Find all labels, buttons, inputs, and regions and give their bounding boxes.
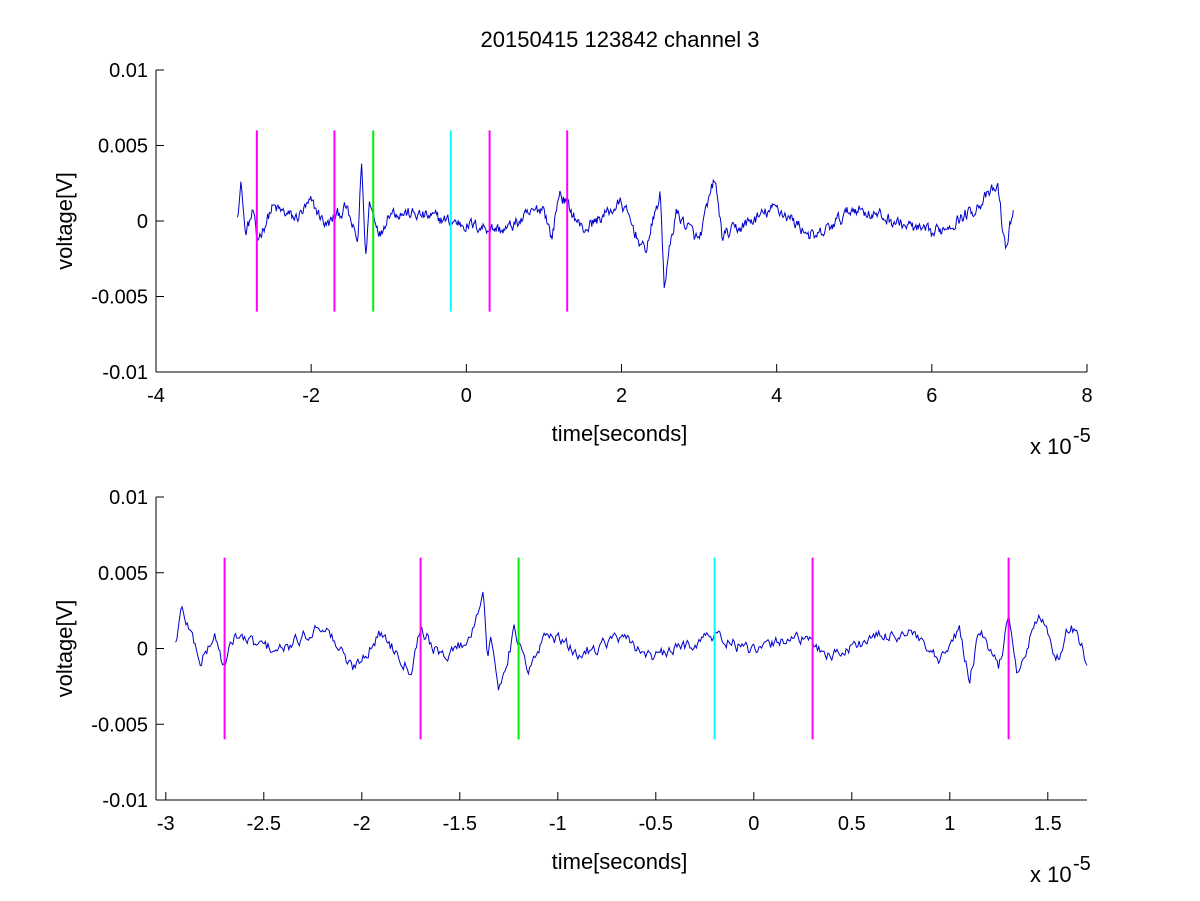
top-x-exponent-power: -5 [1073,425,1091,447]
bottom-x-tick-label: -0.5 [639,813,673,835]
bottom-y-tick-label: -0.005 [91,714,148,736]
top-x-tick-label: 6 [926,385,937,407]
top-y-tick-label: 0.01 [109,60,148,82]
bottom-x-tick-label: -2 [353,813,371,835]
top-y-tick-label: -0.005 [91,287,148,309]
bottom-voltage-signal [175,591,1088,691]
top-x-tick-label: 0 [461,385,472,407]
bottom-x-axis-label: time[seconds] [552,849,688,874]
top-x-axis-label: time[seconds] [552,421,688,446]
bottom-x-exponent: x 10 [1030,862,1072,887]
figure-title: 20150415 123842 channel 3 [481,27,760,52]
top-plot-panel: 0.01 0.005 0 -0.005 -0.01-4 -2 0 2 4 6 8 time[secon… [52,60,1093,459]
top-x-tick-label: 2 [616,385,627,407]
bottom-x-tick-label: -1 [549,813,567,835]
top-y-tick-label: 0 [137,211,148,233]
bottom-x-exponent-power: -5 [1073,853,1091,875]
top-x-tick-label: -2 [302,385,320,407]
top-y-tick-label: -0.01 [102,362,148,384]
bottom-y-tick-label: 0.01 [109,487,148,509]
bottom-x-tick-label: 1.5 [1034,813,1062,835]
top-x-tick-label: 4 [771,385,782,407]
bottom-x-tick-label: 0 [748,813,759,835]
bottom-y-tick-label: 0 [137,639,148,661]
top-x-exponent: x 10 [1030,434,1072,459]
bottom-x-tick-label: -2.5 [247,813,281,835]
top-x-tick-label: 8 [1081,385,1092,407]
bottom-x-tick-label: -1.5 [443,813,477,835]
top-x-tick-label: -4 [147,385,165,407]
bottom-y-axis-label: voltage[V] [52,600,77,698]
bottom-x-tick-label: -3 [157,813,175,835]
bottom-y-tick-label: 0.005 [98,563,148,585]
bottom-x-tick-label: 1 [944,813,955,835]
top-y-tick-label: 0.005 [98,136,148,158]
bottom-y-tick-label: -0.01 [102,790,148,812]
bottom-plot-panel: 0.01 0.005 0 -0.005 -0.01 -3 -2.5 -2 -1.5 -1 -0.5 0… [52,487,1091,887]
bottom-x-tick-label: 0.5 [838,813,866,835]
top-y-axis-label: voltage[V] [52,172,77,270]
top-voltage-signal [237,163,1014,288]
